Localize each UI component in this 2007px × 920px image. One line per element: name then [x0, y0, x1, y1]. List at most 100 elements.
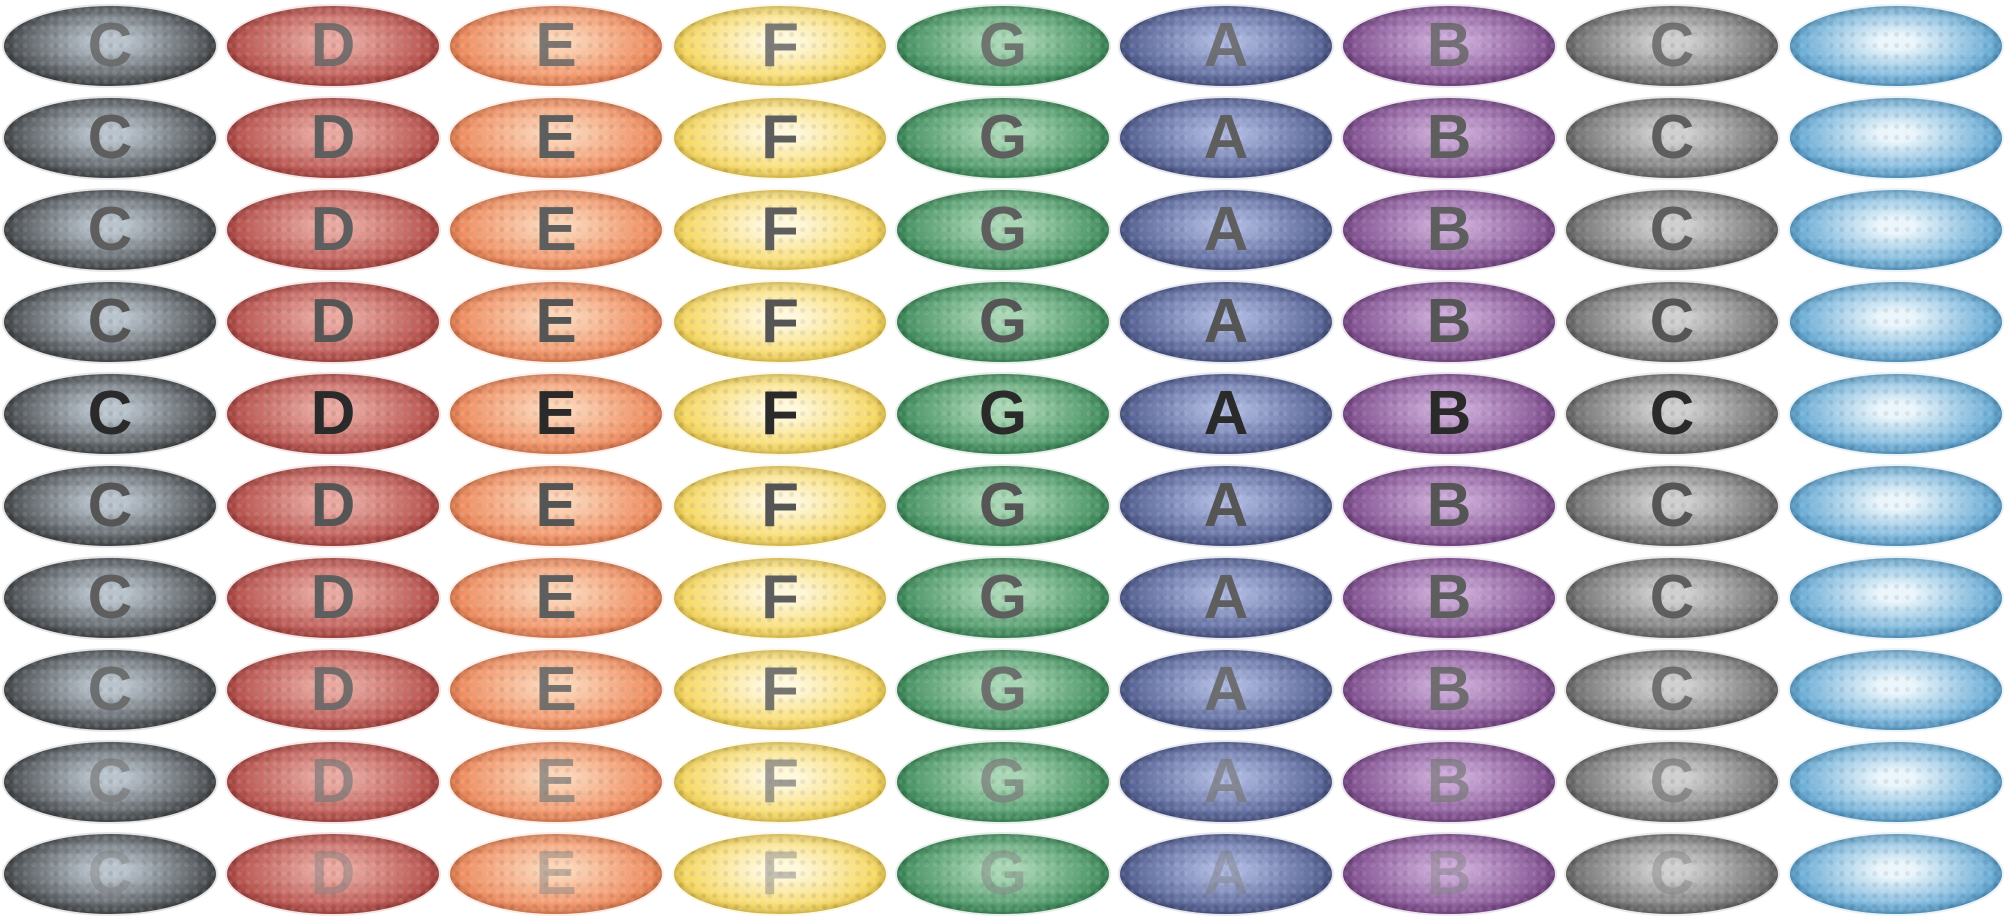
- note-ellipse: G: [895, 280, 1111, 364]
- note-ellipse: [1788, 372, 2004, 456]
- note-letter: F: [761, 379, 799, 448]
- note-ellipse: D: [225, 188, 441, 272]
- note-ellipse: A: [1118, 4, 1334, 88]
- note-letter: E: [535, 471, 577, 540]
- note-ellipse: B: [1341, 96, 1557, 180]
- note-letter: A: [1203, 655, 1249, 724]
- note-letter: E: [535, 563, 577, 632]
- note-ellipse: [1788, 96, 2004, 180]
- note-ellipse: C: [1564, 740, 1780, 824]
- note-letter: C: [87, 747, 133, 816]
- note-ellipse: C: [1564, 280, 1780, 364]
- note-ellipse: G: [895, 4, 1111, 88]
- note-letter: C: [1649, 563, 1695, 632]
- note-ellipse: E: [448, 96, 664, 180]
- note-ellipse: C: [2, 648, 218, 732]
- note-letter: G: [978, 103, 1028, 172]
- texture: [1790, 558, 2002, 638]
- note-ellipse: F: [672, 648, 888, 732]
- texture: [1790, 282, 2002, 362]
- note-letter: C: [87, 103, 133, 172]
- texture: [1790, 98, 2002, 178]
- note-ellipse: [1788, 648, 2004, 732]
- note-ellipse: C: [1564, 96, 1780, 180]
- note-ellipse: [1788, 280, 2004, 364]
- note-letter: D: [310, 655, 356, 724]
- note-letter: F: [761, 839, 799, 908]
- note-letter: A: [1203, 11, 1249, 80]
- note-ellipse: C: [2, 280, 218, 364]
- note-letter: F: [761, 195, 799, 264]
- note-letter: A: [1203, 287, 1249, 356]
- note-letter: F: [761, 287, 799, 356]
- note-ellipse: G: [895, 464, 1111, 548]
- note-letter: E: [535, 287, 577, 356]
- note-ellipse: B: [1341, 556, 1557, 640]
- note-letter: D: [310, 287, 356, 356]
- note-ellipse: E: [448, 280, 664, 364]
- note-ellipse: A: [1118, 648, 1334, 732]
- note-ellipse: A: [1118, 464, 1334, 548]
- note-ellipse: C: [1564, 556, 1780, 640]
- note-ellipse: C: [2, 372, 218, 456]
- note-letter: C: [87, 563, 133, 632]
- note-letter: F: [761, 11, 799, 80]
- note-letter: G: [978, 839, 1028, 908]
- note-letter: C: [1649, 747, 1695, 816]
- note-ellipse: C: [2, 464, 218, 548]
- note-letter: D: [310, 563, 356, 632]
- note-ellipse: C: [1564, 372, 1780, 456]
- note-ellipse: G: [895, 96, 1111, 180]
- texture: [1790, 742, 2002, 822]
- note-ellipse: D: [225, 372, 441, 456]
- note-ellipse: F: [672, 4, 888, 88]
- texture: [1790, 834, 2002, 914]
- note-letter: C: [1649, 103, 1695, 172]
- note-ellipse: B: [1341, 280, 1557, 364]
- note-letter: C: [1649, 195, 1695, 264]
- note-letter: E: [535, 11, 577, 80]
- note-ellipse: C: [2, 188, 218, 272]
- note-letter: F: [761, 747, 799, 816]
- note-ellipse: [1788, 4, 2004, 88]
- note-letter: C: [87, 11, 133, 80]
- note-letter: B: [1426, 471, 1472, 540]
- note-ellipse: E: [448, 188, 664, 272]
- note-ellipse: B: [1341, 832, 1557, 916]
- note-letter: D: [310, 379, 356, 448]
- note-letter: A: [1203, 839, 1249, 908]
- note-ellipse: B: [1341, 740, 1557, 824]
- texture: [1790, 650, 2002, 730]
- note-letter: E: [535, 379, 577, 448]
- note-ellipse: C: [2, 4, 218, 88]
- note-ellipse: E: [448, 556, 664, 640]
- note-ellipse: C: [1564, 648, 1780, 732]
- note-letter: E: [535, 655, 577, 724]
- note-ellipse: C: [2, 556, 218, 640]
- note-ellipse: F: [672, 372, 888, 456]
- note-ellipse: C: [1564, 4, 1780, 88]
- note-ellipse: G: [895, 188, 1111, 272]
- note-ellipse: D: [225, 280, 441, 364]
- note-ellipse: A: [1118, 556, 1334, 640]
- note-ellipse: E: [448, 4, 664, 88]
- note-letter: G: [978, 655, 1028, 724]
- note-ellipse: C: [2, 740, 218, 824]
- note-ellipse: C: [2, 96, 218, 180]
- texture: [1790, 466, 2002, 546]
- note-letter: C: [87, 839, 133, 908]
- note-letter: A: [1203, 103, 1249, 172]
- note-ellipse: F: [672, 464, 888, 548]
- note-letter: A: [1203, 379, 1249, 448]
- note-ellipse: F: [672, 832, 888, 916]
- note-ellipse: G: [895, 372, 1111, 456]
